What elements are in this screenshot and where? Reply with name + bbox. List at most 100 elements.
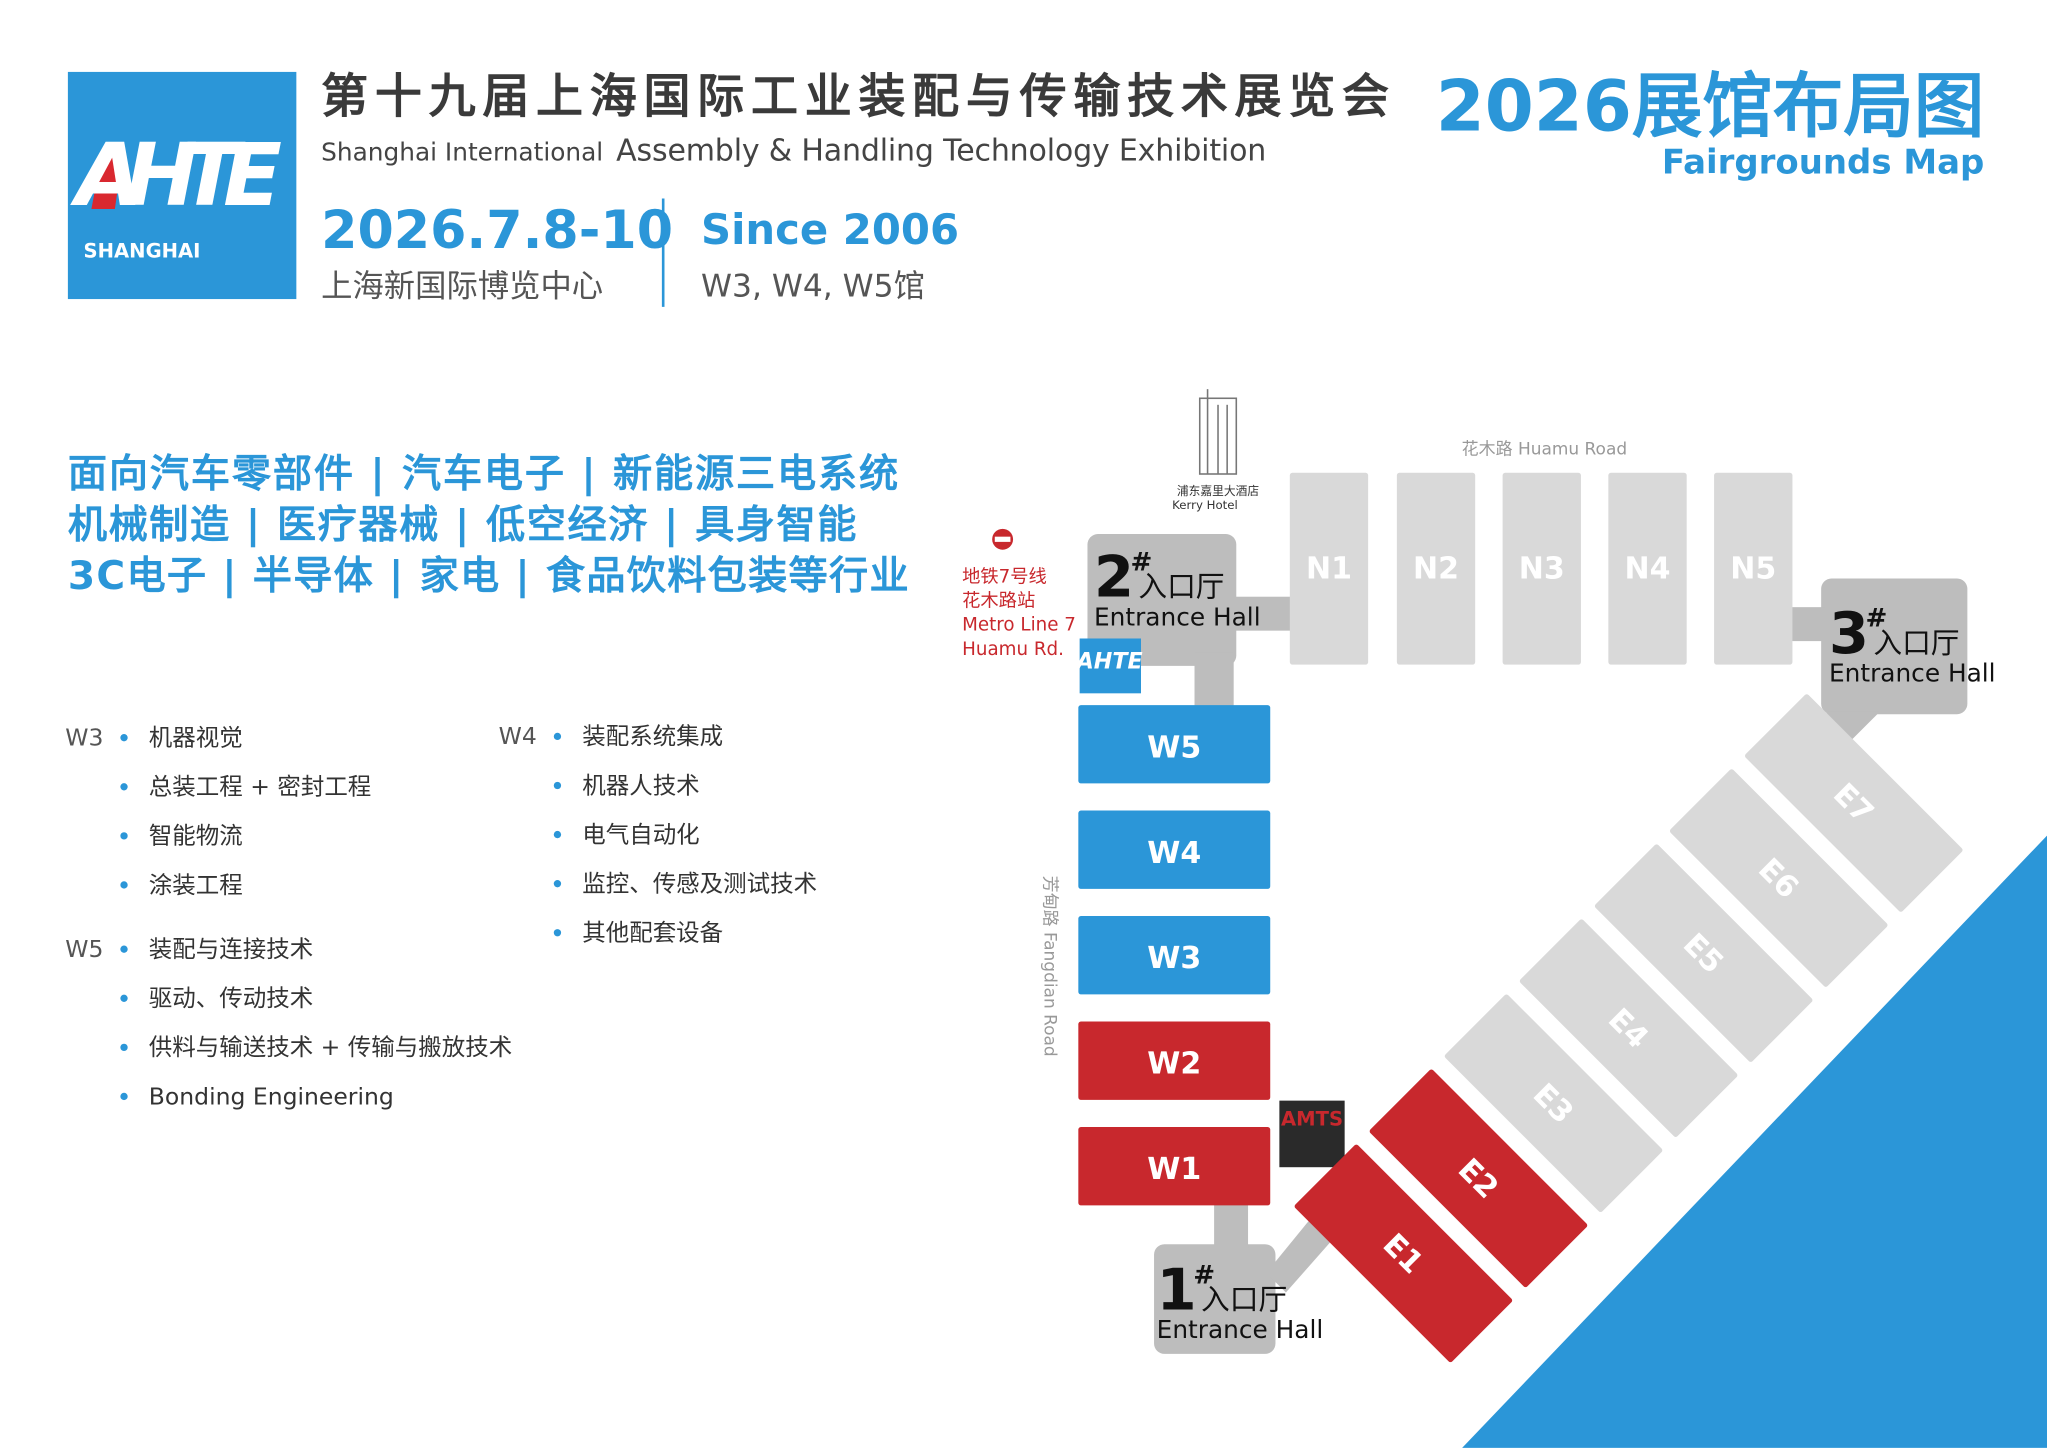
- connector: [1266, 1216, 1335, 1293]
- entrance-3-block: [1821, 578, 1968, 715]
- hall: [1294, 1144, 1513, 1363]
- connectors: [1087, 534, 1968, 1354]
- title-cn: 第十九届上海国际工业装配与传输技术展览会: [321, 69, 1389, 124]
- logo-accent: [91, 154, 123, 209]
- exhibit-item: 其他配套设备: [582, 919, 723, 947]
- hall-label: W4: [1147, 836, 1201, 871]
- ahte-mini-text: AHTE: [1075, 649, 1143, 675]
- bullet: [120, 734, 128, 742]
- exhibit-item: 装配与连接技术: [149, 935, 313, 963]
- entrance-number: 1: [1157, 1257, 1197, 1324]
- bullet: [120, 945, 128, 953]
- connector: [1788, 607, 1826, 642]
- entrance-cn: 入口厅: [1138, 570, 1224, 604]
- bullet: [553, 880, 562, 888]
- entrance-mark: #: [1193, 1260, 1215, 1290]
- hall: [1078, 916, 1271, 995]
- hotel-icon: [1198, 389, 1238, 475]
- hall: [1396, 472, 1476, 665]
- hall: [1745, 694, 1963, 912]
- entrance-cn: 入口厅: [1201, 1283, 1287, 1317]
- metro-icon: [992, 528, 1014, 550]
- entrance-en: Entrance Hall: [1157, 1315, 1324, 1344]
- metro-label: Metro Line 7: [962, 615, 1076, 636]
- exhibit-item: 总装工程 + 密封工程: [149, 773, 371, 801]
- venue: 上海新国际博览中心: [321, 268, 603, 304]
- hall: [1369, 1069, 1588, 1288]
- hall: [1502, 472, 1581, 665]
- entrance-2-block: [1087, 534, 1237, 666]
- exhibit-item: 驱动、传动技术: [149, 984, 313, 1012]
- exhibit-item: 机器视觉: [149, 724, 243, 752]
- road-label: 花木路 Huamu Road: [1462, 439, 1627, 459]
- metro-label: Huamu Rd.: [962, 639, 1064, 660]
- bullet: [120, 1043, 128, 1052]
- amts-mini-logo: [1279, 1100, 1345, 1168]
- hall: [1078, 1127, 1271, 1206]
- entrance-mark: #: [1131, 548, 1153, 578]
- hall-label: W5: [1147, 730, 1201, 765]
- hall-label: W4: [499, 722, 537, 750]
- connector: [1194, 652, 1234, 712]
- hall: [1594, 844, 1813, 1062]
- exhibit-item: 监控、传感及测试技术: [582, 869, 817, 897]
- entrance-en: Entrance Hall: [1829, 659, 1996, 688]
- connector: [1214, 1201, 1249, 1249]
- exhibit-item: 机器人技术: [582, 771, 699, 799]
- hall-label: W3: [1147, 941, 1201, 976]
- entrance-mark: #: [1866, 604, 1888, 634]
- title-en-light: Shanghai International: [321, 138, 603, 167]
- hall: [1608, 472, 1687, 665]
- hotel-cn: 浦东嘉里大酒店: [1177, 484, 1259, 498]
- entrance-cn: 入口厅: [1873, 626, 1959, 660]
- hall: [1078, 1021, 1271, 1100]
- topic-line: 机械制造 | 医疗器械 | 低空经济 | 具身智能: [68, 503, 857, 548]
- hall-label: W1: [1147, 1152, 1201, 1187]
- hotel-en: Kerry Hotel: [1172, 498, 1238, 512]
- hall: [1078, 810, 1271, 889]
- metro-label: 地铁7号线: [962, 566, 1047, 587]
- bullet: [120, 994, 128, 1002]
- bullet: [120, 832, 128, 840]
- hall: [1289, 472, 1369, 665]
- halls: W3, W4, W5馆: [701, 268, 925, 304]
- date: 2026.7.8-10: [321, 201, 673, 261]
- topic-line: 3C电子 | 半导体 | 家电 | 食品饮料包装等行业: [68, 554, 909, 599]
- entrance-number: 3: [1829, 600, 1869, 667]
- connector: [1233, 596, 1293, 631]
- hall-label: W3: [65, 724, 103, 752]
- exhibit-item: 涂装工程: [149, 871, 243, 899]
- logo-text: AHTE: [70, 126, 282, 226]
- map-title: 2026展馆布局图: [1436, 66, 1985, 148]
- bullet: [553, 929, 562, 937]
- entrance-en: Entrance Hall: [1094, 602, 1261, 631]
- exhibit-item: 供料与输送技术 + 传输与搬放技术: [149, 1033, 512, 1061]
- exhibit-item: Bonding Engineering: [149, 1082, 394, 1110]
- hall-label: N2: [1413, 551, 1459, 586]
- hall-label: N1: [1306, 551, 1352, 586]
- exhibit-item: 装配系统集成: [582, 722, 723, 750]
- entrance-1-block: [1154, 1244, 1276, 1354]
- entrance-number: 2: [1094, 544, 1134, 611]
- bullet: [120, 783, 128, 791]
- bullet: [120, 881, 128, 889]
- hall: [1669, 769, 1888, 987]
- bullet: [553, 732, 562, 741]
- logo-sub: SHANGHAI: [84, 239, 201, 262]
- hall-label: N5: [1730, 551, 1776, 586]
- hall: [1444, 994, 1663, 1213]
- amts-mini-text: AMTS: [1281, 1107, 1343, 1130]
- topic-line: 面向汽车零部件 | 汽车电子 | 新能源三电系统: [68, 452, 898, 497]
- hall: [1519, 919, 1738, 1137]
- bullet: [553, 830, 562, 839]
- hall: [1714, 472, 1793, 665]
- bullet: [553, 781, 562, 790]
- metro-label: 花木路站: [962, 591, 1035, 612]
- hall-label: N4: [1625, 551, 1671, 586]
- bullet: [120, 1092, 128, 1101]
- map-subtitle: Fairgrounds Map: [1662, 143, 1984, 183]
- hall-label: N3: [1519, 551, 1565, 586]
- ahte-mini-logo: [1079, 638, 1141, 694]
- since: Since 2006: [701, 205, 959, 254]
